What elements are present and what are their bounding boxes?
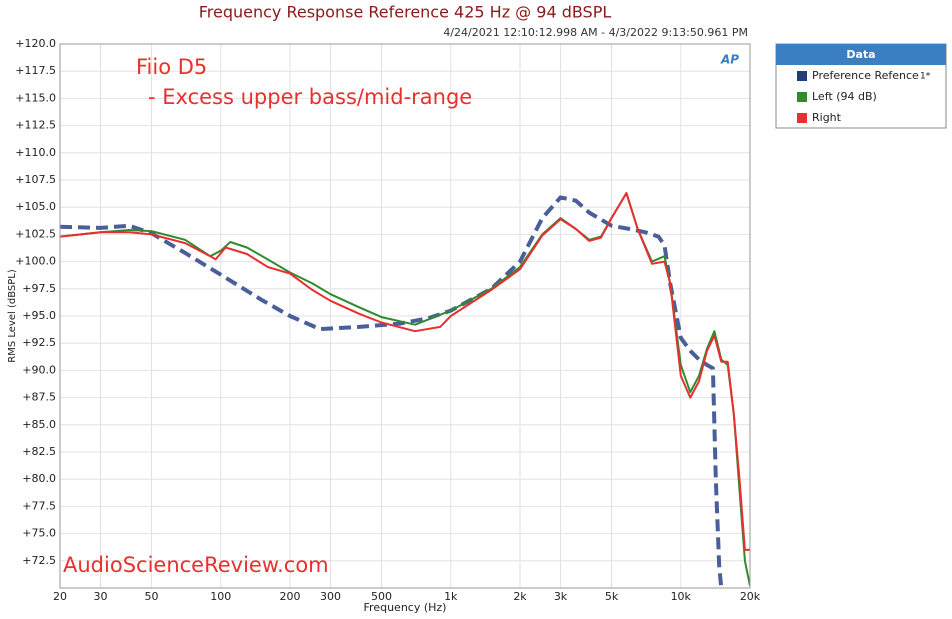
- x-tick-label: 2k: [513, 590, 527, 603]
- x-tick-label: 1k: [444, 590, 458, 603]
- y-tick-label: +100.0: [15, 255, 56, 268]
- x-tick-label: 20k: [740, 590, 761, 603]
- y-tick-label: +75.0: [22, 527, 56, 540]
- y-tick-label: +112.5: [15, 119, 56, 132]
- y-tick-label: +117.5: [15, 64, 56, 77]
- x-tick-label: 5k: [605, 590, 619, 603]
- y-tick-label: +105.0: [15, 200, 56, 213]
- legend-label: Left (94 dB): [812, 90, 877, 103]
- series-line: [60, 192, 750, 586]
- legend-swatch: [797, 92, 807, 102]
- logo: AP: [720, 53, 739, 67]
- x-tick-label: 300: [320, 590, 341, 603]
- x-axis-label: Frequency (Hz): [364, 601, 447, 614]
- legend-note: 1*: [920, 72, 931, 82]
- series-line: [60, 195, 724, 588]
- y-tick-label: +85.0: [22, 418, 56, 431]
- series-layer: [60, 192, 750, 588]
- y-tick-label: +72.5: [22, 554, 56, 567]
- grid: [59, 43, 751, 588]
- legend-swatch: [797, 71, 807, 81]
- y-tick-label: +107.5: [15, 173, 56, 186]
- y-tick-label: +102.5: [15, 227, 56, 240]
- legend-header: [776, 44, 946, 65]
- x-tick-label: 10k: [671, 590, 692, 603]
- y-tick-label: +97.5: [22, 282, 56, 295]
- legend-label: Right: [812, 111, 842, 124]
- legend-swatch: [797, 113, 807, 123]
- y-tick-label: +90.0: [22, 363, 56, 376]
- y-tick-label: +95.0: [22, 309, 56, 322]
- x-tick-label: 3k: [554, 590, 568, 603]
- x-tick-label: 30: [94, 590, 108, 603]
- x-tick-label: 20: [53, 590, 67, 603]
- y-tick-label: +87.5: [22, 391, 56, 404]
- y-tick-label: +77.5: [22, 499, 56, 512]
- y-axis-label: RMS Level (dBSPL): [7, 269, 18, 363]
- subtitle: 4/24/2021 12:10:12.998 AM - 4/3/2022 9:1…: [443, 26, 748, 39]
- x-tick-label: 500: [371, 590, 392, 603]
- plot-frame: [59, 43, 751, 589]
- y-tick-label: +82.5: [22, 445, 56, 458]
- y-tick-label: +110.0: [15, 146, 56, 159]
- annotation: - Excess upper bass/mid-range: [148, 85, 472, 109]
- y-tick-label: +80.0: [22, 472, 56, 485]
- watermark: AudioScienceReview.com: [63, 553, 329, 577]
- annotation: Fiio D5: [136, 55, 207, 79]
- legend-entries: Preference Refence 1* Left (94 dB) Right: [797, 69, 931, 124]
- y-tick-label: +115.0: [15, 91, 56, 104]
- legend-title: Data: [846, 48, 875, 61]
- chart-title: Frequency Response Reference 425 Hz @ 94…: [199, 3, 612, 22]
- y-tick-label: +120.0: [15, 37, 56, 50]
- x-tick-label: 50: [145, 590, 159, 603]
- y-tick-label: +92.5: [22, 336, 56, 349]
- x-tick-label: 200: [280, 590, 301, 603]
- x-tick-label: 100: [210, 590, 231, 603]
- legend-label: Preference Refence: [812, 69, 919, 82]
- series-line: [60, 192, 750, 551]
